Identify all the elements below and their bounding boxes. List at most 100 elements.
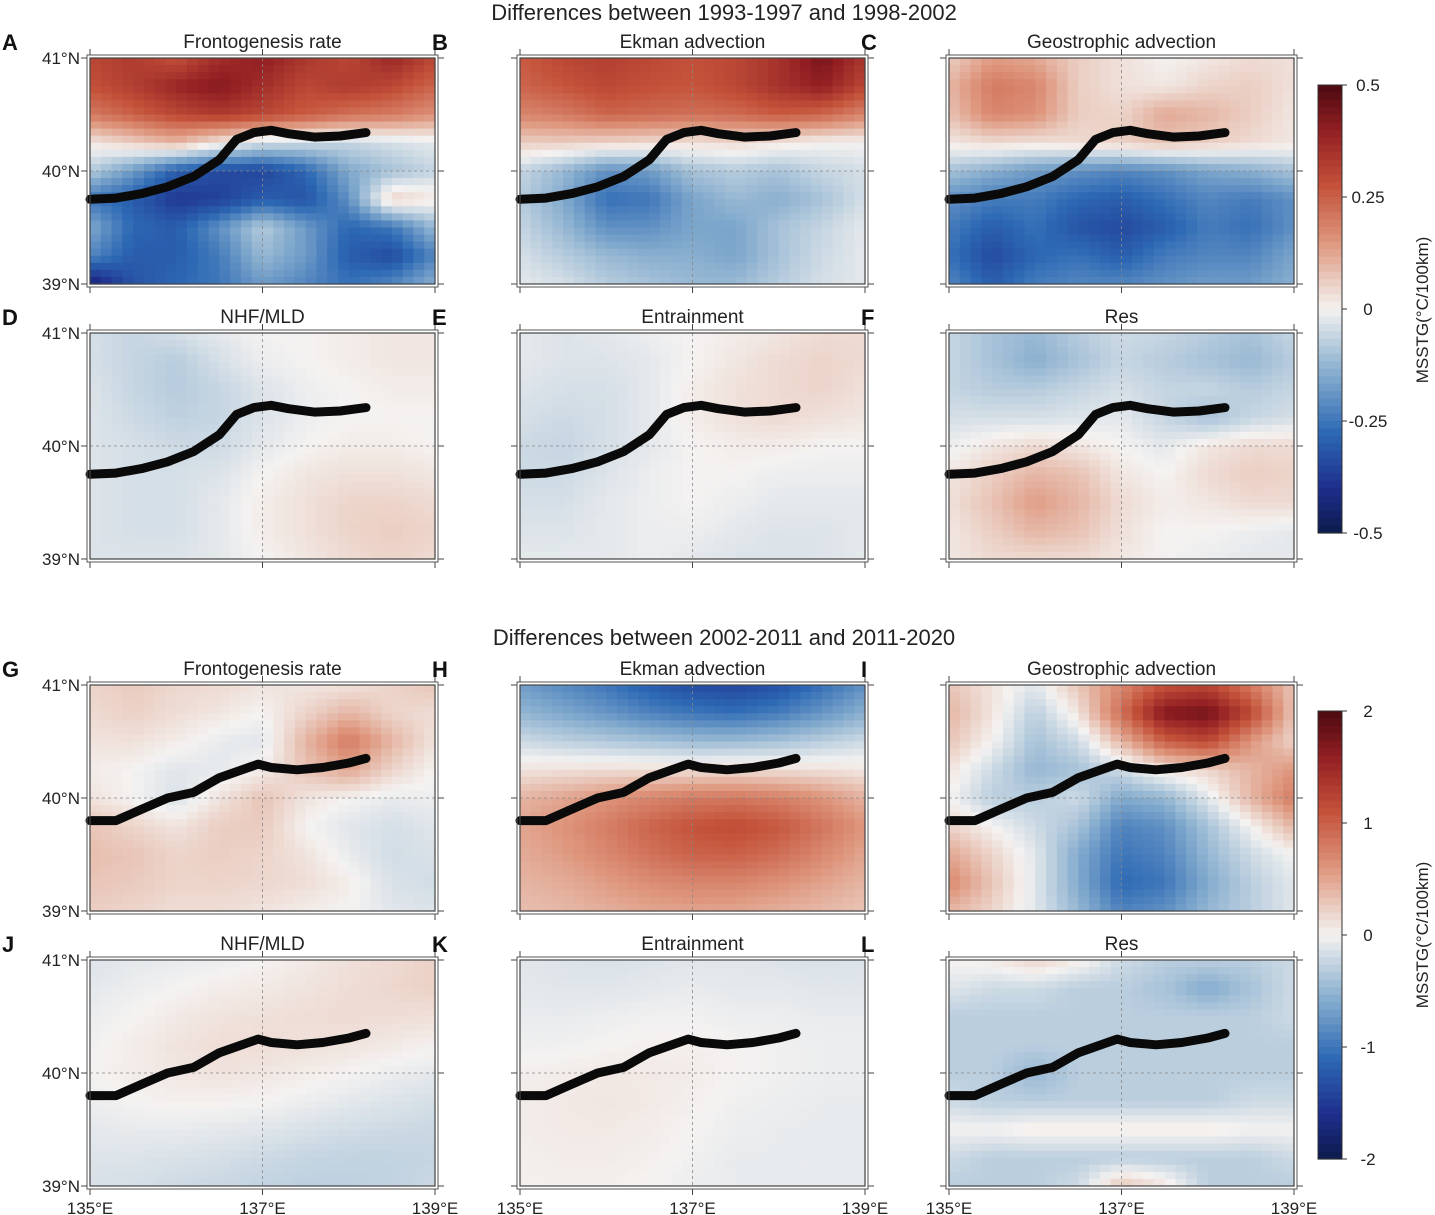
heat-cell — [100, 438, 113, 447]
heat-cell — [1240, 269, 1252, 278]
heat-cell — [208, 121, 220, 130]
heat-cell — [617, 410, 629, 419]
heat-cell — [800, 248, 812, 257]
heat-cell — [1024, 58, 1036, 66]
heat-cell — [1153, 227, 1166, 236]
heat-cell — [187, 417, 199, 426]
heat-cell — [552, 340, 564, 348]
heat-cell — [176, 502, 188, 511]
heat-cell — [649, 156, 661, 165]
heat-cell — [563, 417, 575, 426]
heat-cell — [359, 453, 371, 461]
heat-cell — [143, 79, 156, 87]
heat-cell — [391, 227, 404, 236]
heat-cell — [165, 403, 177, 412]
heat-cell — [165, 424, 177, 433]
heat-cell — [832, 431, 845, 440]
heat-cell — [992, 121, 1004, 130]
heat-cell — [670, 192, 683, 200]
heat-cell — [413, 347, 425, 355]
heat-cell — [165, 142, 177, 151]
heat-cell — [305, 537, 318, 546]
heat-cell — [584, 389, 597, 398]
heat-cell — [1272, 65, 1284, 73]
heat-cell — [692, 199, 704, 207]
heat-cell — [402, 234, 415, 243]
heat-cell — [767, 481, 780, 489]
heat-cell — [273, 340, 285, 348]
heat-cell — [413, 114, 425, 123]
heat-cell — [520, 121, 532, 130]
heat-cell — [1046, 178, 1058, 186]
heat-cell — [165, 446, 177, 454]
heat-cell — [100, 234, 113, 243]
heat-cell — [552, 241, 564, 250]
heat-cell — [595, 523, 607, 532]
heat-cell — [670, 438, 683, 447]
heat-cell — [176, 142, 188, 151]
heat-cell — [800, 255, 812, 264]
heat-cell — [746, 58, 758, 66]
heat-cell — [811, 488, 823, 497]
heat-cell — [584, 135, 597, 144]
heat-cell — [1121, 213, 1133, 222]
heat-cell — [832, 65, 845, 73]
heat-cell — [176, 354, 188, 362]
heat-cell — [294, 551, 307, 560]
heat-cell — [327, 79, 339, 87]
heat-cell — [100, 114, 113, 123]
heat-cell — [424, 417, 436, 426]
heat-cell — [649, 128, 661, 137]
heat-cell — [391, 424, 404, 433]
heat-cell — [1089, 248, 1101, 257]
heat-cell — [724, 453, 737, 461]
heat-cell — [617, 199, 629, 207]
heat-cell — [1089, 171, 1101, 179]
heat-cell — [724, 185, 737, 193]
heat-cell — [208, 171, 220, 179]
heat-cell — [1067, 178, 1079, 186]
heat-cell — [208, 227, 220, 236]
heat-cell — [413, 333, 425, 341]
heat-cell — [1089, 156, 1101, 165]
heat-cell — [402, 255, 415, 264]
heat-cell — [1196, 79, 1209, 87]
heat-cell — [1143, 79, 1155, 87]
heat-cell — [133, 347, 145, 355]
heat-cell — [122, 262, 134, 271]
heat-cell — [1153, 79, 1166, 87]
heat-cell — [187, 467, 199, 475]
heat-cell — [714, 431, 726, 440]
heat-cell — [305, 354, 318, 362]
heat-cell — [413, 446, 425, 454]
heat-cell — [176, 276, 188, 285]
heat-cell — [681, 220, 694, 229]
heat-cell — [143, 438, 156, 447]
heat-cell — [413, 438, 425, 447]
heat-cell — [692, 347, 704, 355]
heat-cell — [143, 58, 156, 66]
heat-cell — [1089, 121, 1101, 130]
heat-cell — [219, 171, 231, 179]
heat-cell — [595, 389, 607, 398]
heat-cell — [208, 403, 220, 412]
heat-cell — [111, 269, 123, 278]
heat-cell — [724, 262, 737, 271]
heat-cell — [949, 149, 961, 158]
heat-cell — [1261, 262, 1274, 271]
heat-cell — [1272, 156, 1284, 165]
heat-cell — [714, 417, 726, 426]
heat-cell — [100, 530, 113, 539]
heat-cell — [348, 424, 361, 433]
heat-cell — [981, 128, 993, 137]
heat-cell — [230, 206, 242, 214]
heat-cell — [1121, 114, 1133, 123]
heat-cell — [305, 262, 318, 271]
heat-cell — [757, 192, 769, 200]
heat-cell — [165, 128, 177, 137]
heat-cell — [563, 220, 575, 229]
heat-cell — [176, 255, 188, 264]
heat-cell — [111, 551, 123, 560]
heat-cell — [832, 206, 845, 214]
